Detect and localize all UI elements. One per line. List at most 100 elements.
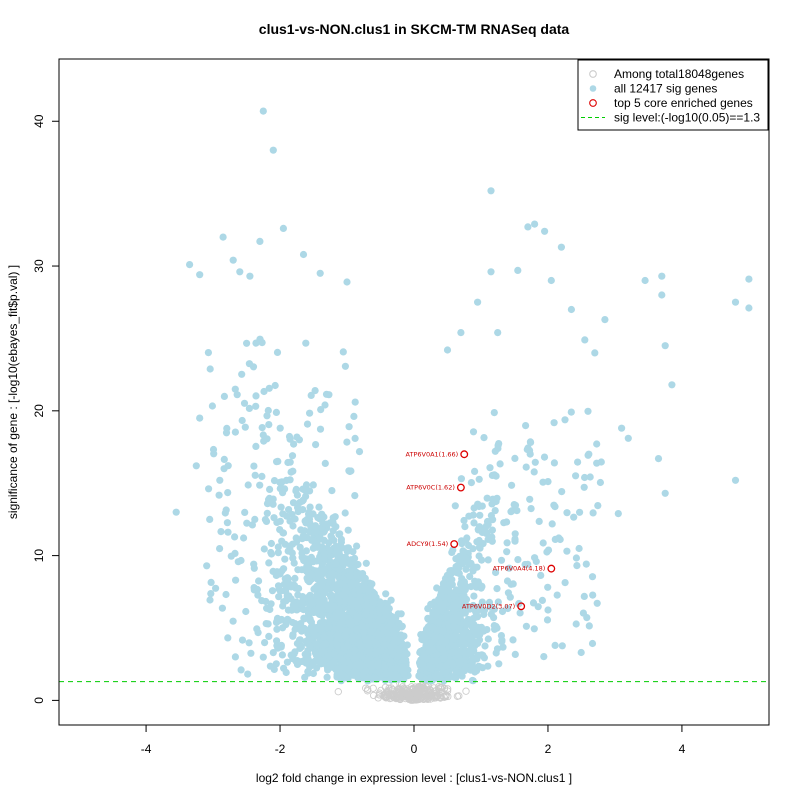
sig-point <box>276 478 284 486</box>
sig-point <box>250 564 258 572</box>
sig-point <box>224 462 232 470</box>
sig-point <box>351 646 359 654</box>
sig-point <box>231 428 239 436</box>
sig-point <box>393 664 401 672</box>
sig-point <box>222 506 230 514</box>
sig-point <box>265 632 273 641</box>
sig-point <box>204 349 212 357</box>
sig-point <box>534 603 542 611</box>
sig-point <box>262 620 270 628</box>
sig-point <box>238 416 246 425</box>
sig-point <box>283 512 291 520</box>
sig-point <box>365 660 373 669</box>
sig-point <box>305 510 313 518</box>
y-tick-label: 30 <box>32 259 46 273</box>
sig-point <box>353 626 361 634</box>
sig-point <box>336 579 344 588</box>
sig-point <box>495 660 503 668</box>
sig-point <box>291 574 299 583</box>
sig-point <box>572 620 580 628</box>
sig-point <box>618 424 626 432</box>
sig-point <box>504 604 512 613</box>
sig-point <box>442 613 450 621</box>
sig-point <box>280 580 288 588</box>
sig-point <box>196 271 204 279</box>
sig-point <box>494 329 502 337</box>
sig-point <box>731 476 740 484</box>
sig-point <box>229 617 237 625</box>
sig-point <box>488 533 496 541</box>
sig-point <box>298 497 306 505</box>
sig-point <box>389 615 397 624</box>
sig-point <box>461 523 469 531</box>
sig-point <box>485 598 494 607</box>
sig-point <box>272 408 280 416</box>
sig-point <box>240 399 249 407</box>
x-axis: -4 -2 0 2 4 <box>141 724 686 756</box>
sig-point <box>456 657 464 665</box>
sig-point <box>207 590 215 598</box>
sig-point <box>487 187 495 195</box>
sig-point <box>514 556 522 564</box>
sig-point <box>557 243 566 251</box>
sig-point <box>296 543 304 552</box>
sig-point <box>555 534 563 542</box>
background-point <box>397 693 405 701</box>
sig-point <box>307 625 315 634</box>
legend-marker <box>589 85 597 92</box>
sig-point <box>288 581 296 589</box>
y-tick-label: 0 <box>32 697 46 704</box>
sig-point <box>266 485 274 493</box>
sig-point <box>276 587 284 595</box>
sig-point <box>247 649 255 657</box>
sig-point <box>282 587 290 595</box>
sig-point <box>526 446 534 455</box>
sig-point <box>333 641 341 649</box>
sig-point <box>265 559 273 567</box>
sig-point <box>422 676 430 684</box>
sig-point <box>351 492 359 500</box>
sig-point <box>250 462 258 470</box>
sig-point <box>593 459 601 467</box>
sig-point <box>287 595 295 603</box>
sig-point <box>334 573 342 581</box>
sig-point <box>550 459 559 467</box>
sig-point <box>285 542 293 550</box>
sig-point <box>303 420 312 428</box>
sig-point <box>575 544 583 553</box>
sig-point <box>577 648 585 657</box>
sig-point <box>244 481 252 489</box>
sig-point <box>309 669 317 678</box>
sig-point <box>327 605 335 613</box>
sig-point <box>362 559 370 567</box>
sig-point <box>466 572 474 581</box>
sig-point <box>338 610 347 618</box>
sig-point <box>514 266 522 274</box>
sig-point <box>467 479 475 487</box>
sig-point <box>359 622 367 631</box>
sig-point <box>476 511 484 519</box>
sig-point <box>298 601 306 609</box>
sig-point <box>341 362 349 370</box>
sig-point <box>544 606 552 614</box>
sig-point <box>455 601 463 609</box>
sig-point <box>327 591 335 599</box>
sig-point <box>337 655 345 663</box>
sig-point <box>588 639 597 648</box>
sig-point <box>456 648 464 657</box>
sig-point <box>492 622 500 631</box>
sig-point <box>586 473 594 481</box>
sig-point <box>286 458 294 466</box>
sig-point <box>260 545 268 553</box>
sig-point <box>300 615 308 623</box>
sig-point <box>531 554 539 562</box>
sig-point <box>433 584 441 592</box>
background-point <box>369 684 377 692</box>
sig-point <box>272 660 280 668</box>
sig-point <box>385 605 393 613</box>
sig-point <box>374 630 382 638</box>
sig-point <box>478 556 486 564</box>
sig-point <box>594 502 602 510</box>
sig-point <box>488 471 496 479</box>
